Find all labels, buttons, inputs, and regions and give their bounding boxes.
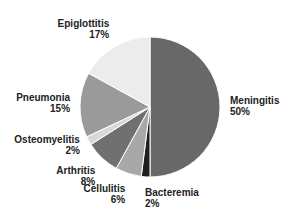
svg-text:Arthritis8%: Arthritis8% [56,165,95,187]
svg-text:Meningitis50%: Meningitis50% [230,95,278,117]
html-text:6%: 6% [110,194,126,206]
svg-text:Bacteremia2%: Bacteremia2% [145,187,199,209]
svg-text:Osteomyelitis2%: Osteomyelitis2% [14,134,80,156]
svg-text:Epiglottitis17%: Epiglottitis17% [58,18,110,40]
html-text:Cellulitis: Cellulitis [83,183,126,195]
svg-text:Pneumonia15%: Pneumonia15% [16,92,70,114]
